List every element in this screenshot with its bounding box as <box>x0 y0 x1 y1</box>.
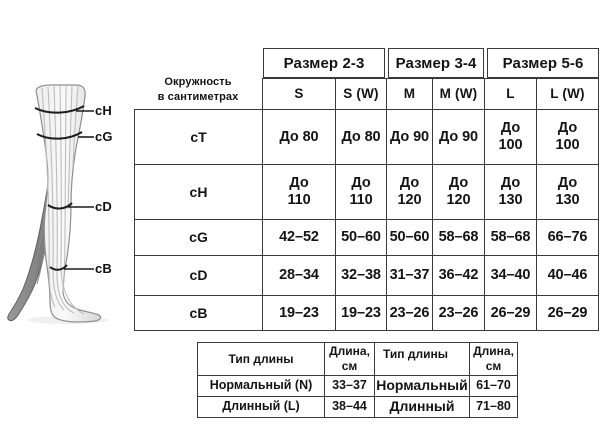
size-cell: 23–26 <box>387 296 433 331</box>
size-cell: До 110 <box>263 165 336 220</box>
size-cell: До 80 <box>263 110 336 165</box>
length-cell: 71–80 <box>470 397 518 418</box>
length-cell: 61–70 <box>470 376 518 397</box>
size-cell: 58–68 <box>433 220 485 256</box>
measure-label-cg: cG <box>95 129 113 144</box>
size-table: Размер 2-3 Размер 3-4 Размер 5-6 Окружно… <box>134 48 599 333</box>
size-cell: До 130 <box>537 165 599 220</box>
length-cell: 33–37 <box>325 376 375 397</box>
size-grid: Окружность в сантиметрах S S (W) M M (W)… <box>134 76 599 331</box>
length-table: Тип длины Длина, см Тип длины Длина, см … <box>197 342 518 418</box>
row-label-cg: cG <box>134 220 263 256</box>
size-cell: До 120 <box>433 165 485 220</box>
col-header-m: M <box>387 78 433 110</box>
size-cell: 36–42 <box>433 256 485 296</box>
size-cell: До 90 <box>433 110 485 165</box>
size-cell: До 100 <box>485 110 537 165</box>
measure-label-cd: cD <box>95 199 113 214</box>
size-cell: 19–23 <box>263 296 336 331</box>
size-cell: 31–37 <box>387 256 433 296</box>
row-label-cd: cD <box>134 256 263 296</box>
row-label-cb: cB <box>134 296 263 331</box>
size-cell: 28–34 <box>263 256 336 296</box>
size-cell: До 110 <box>336 165 387 220</box>
size-cell: 42–52 <box>263 220 336 256</box>
size-cell: До 100 <box>537 110 599 165</box>
length-cell: 38–44 <box>325 397 375 418</box>
size-group-header-5-6: Размер 5-6 <box>487 48 599 78</box>
col-header-s: S <box>263 78 336 110</box>
size-cell: 23–26 <box>433 296 485 331</box>
size-cell: 50–60 <box>387 220 433 256</box>
col-header-l: L <box>485 78 537 110</box>
measure-label-cb: cB <box>95 261 113 276</box>
row-label-ct: cT <box>134 110 263 165</box>
col-header-mw: M (W) <box>433 78 485 110</box>
length-header-type-1: Тип длины <box>197 342 325 376</box>
length-header-type-2: Тип длины <box>375 342 470 376</box>
size-group-header-3-4: Размер 3-4 <box>388 48 484 78</box>
size-cell: 66–76 <box>537 220 599 256</box>
size-cell: До 130 <box>485 165 537 220</box>
size-cell: 26–29 <box>485 296 537 331</box>
size-cell: До 90 <box>387 110 433 165</box>
length-cell: Нормальный <box>375 376 470 397</box>
size-group-header-2-3: Размер 2-3 <box>263 48 385 78</box>
leg-illustration-icon <box>7 84 108 324</box>
col-header-lw: L (W) <box>537 78 599 110</box>
measurement-bands <box>34 105 94 271</box>
size-cell: До 120 <box>387 165 433 220</box>
length-cell: Длинный <box>375 397 470 418</box>
size-cell: 50–60 <box>336 220 387 256</box>
row-label-ch: cH <box>134 165 263 220</box>
size-cell: До 80 <box>336 110 387 165</box>
length-header-length-2: Длина, см <box>470 342 518 376</box>
length-header-length-1: Длина, см <box>325 342 375 376</box>
size-cell: 19–23 <box>336 296 387 331</box>
size-cell: 40–46 <box>537 256 599 296</box>
size-cell: 58–68 <box>485 220 537 256</box>
length-cell: Длинный (L) <box>197 397 325 418</box>
col-header-sw: S (W) <box>336 78 387 110</box>
size-cell: 26–29 <box>537 296 599 331</box>
size-cell: 34–40 <box>485 256 537 296</box>
size-cell: 32–38 <box>336 256 387 296</box>
length-cell: Нормальный (N) <box>197 376 325 397</box>
corner-header: Окружность в сантиметрах <box>134 76 263 110</box>
leg-figure: cH cG cD cB <box>4 84 132 326</box>
measure-label-ch: cH <box>95 103 113 118</box>
